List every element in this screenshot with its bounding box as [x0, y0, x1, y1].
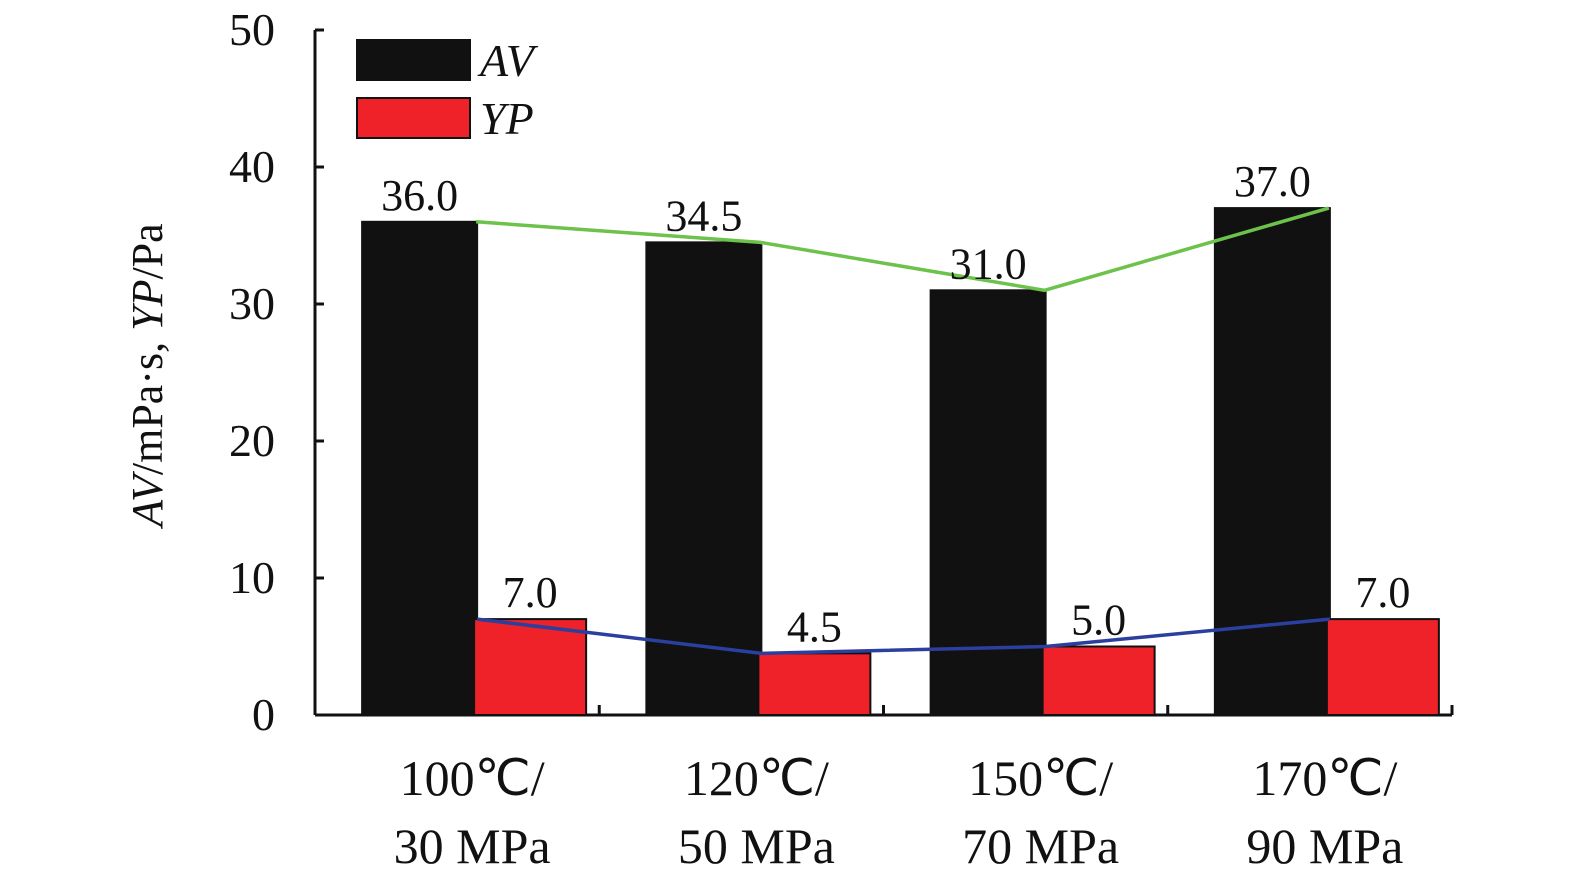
x-tick-label: 70 MPa [962, 818, 1119, 874]
bar-yp [1325, 618, 1440, 716]
y-tick-label: 30 [229, 278, 275, 329]
bar-av [645, 241, 763, 716]
x-tick-label: 90 MPa [1246, 818, 1403, 874]
trend-line-av [475, 206, 1330, 293]
bar-yp [1041, 645, 1156, 716]
data-label-av: 36.0 [381, 171, 458, 220]
legend-label-yp: YP [480, 93, 534, 144]
data-label-yp: 5.0 [1071, 596, 1126, 645]
ylabel-part: /Pa [123, 223, 172, 279]
bar-av [929, 289, 1047, 716]
bar-av [1213, 207, 1331, 716]
ylabel-part: YP [123, 280, 172, 331]
bar-yp [757, 652, 872, 716]
data-label-yp: 7.0 [503, 568, 558, 617]
y-tick-label: 20 [229, 415, 275, 466]
legend-swatch-yp [356, 97, 471, 139]
ylabel-part: AV [123, 470, 172, 530]
trend-line-yp [476, 617, 1331, 656]
x-tick-label: 50 MPa [678, 818, 835, 874]
legend-label-av: AV [477, 35, 539, 86]
y-tick-label: 40 [229, 141, 275, 192]
legend-swatch-av [356, 39, 471, 81]
x-tick-label: 120℃/ [684, 750, 829, 806]
y-axis-label: AV/mPa·s, YP/Pa [123, 223, 172, 529]
x-tick-label: 170℃/ [1252, 750, 1397, 806]
data-label-av: 34.5 [665, 191, 742, 240]
bar-yp [473, 618, 588, 716]
x-tick-label: 150℃/ [968, 750, 1113, 806]
y-tick-label: 50 [229, 4, 275, 55]
data-label-av: 31.0 [950, 239, 1027, 288]
data-label-yp: 7.0 [1355, 568, 1410, 617]
y-tick-label: 10 [229, 552, 275, 603]
bar-av [361, 220, 479, 717]
data-label-yp: 4.5 [787, 602, 842, 651]
x-tick-label: 100℃/ [400, 750, 545, 806]
ylabel-part: /mPa·s, [123, 331, 172, 475]
data-label-av: 37.0 [1234, 157, 1311, 206]
x-tick-label: 30 MPa [394, 818, 551, 874]
y-tick-label: 0 [252, 689, 275, 740]
